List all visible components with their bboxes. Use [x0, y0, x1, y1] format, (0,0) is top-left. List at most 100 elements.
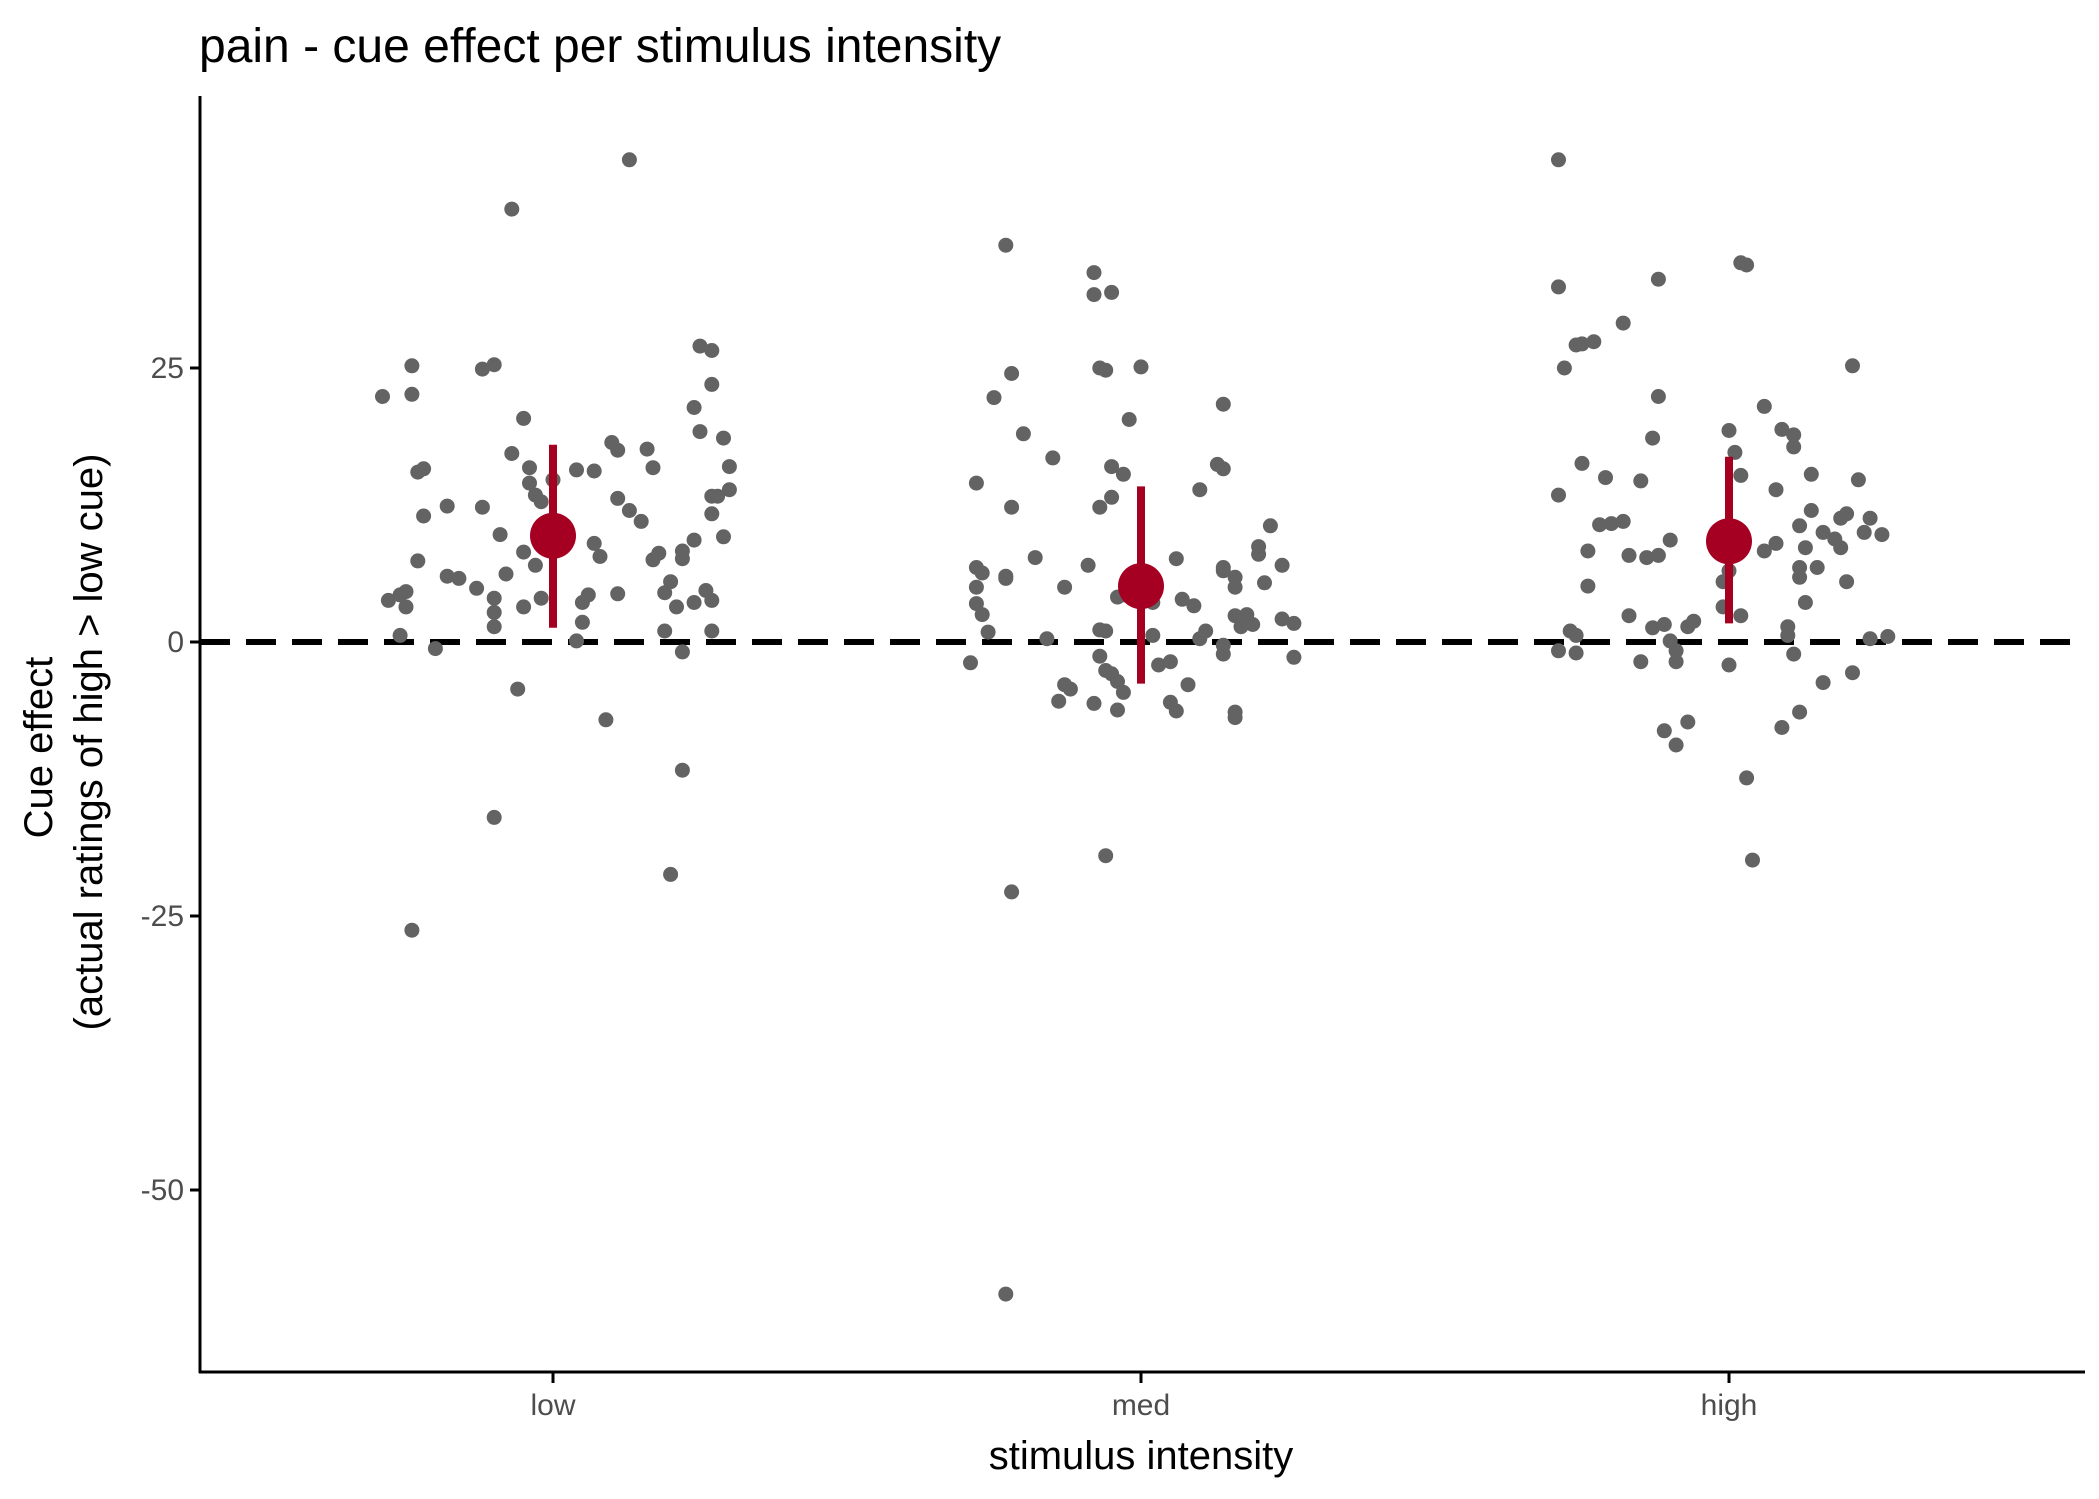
- data-point-low: [527, 557, 543, 573]
- data-point-med: [974, 565, 990, 581]
- data-point-high: [1739, 770, 1755, 786]
- data-point-low: [686, 400, 702, 415]
- data-point-low: [674, 551, 690, 567]
- data-point-high: [1850, 472, 1866, 488]
- x-tick-label-high: high: [1701, 1389, 1758, 1422]
- data-point-high: [1797, 540, 1813, 556]
- data-point-low: [639, 441, 655, 457]
- data-point-low: [598, 712, 614, 728]
- data-point-med: [1086, 287, 1102, 303]
- data-point-med: [1162, 654, 1178, 670]
- data-point-high: [1745, 852, 1760, 868]
- data-point-med: [963, 655, 978, 671]
- data-point-high: [1645, 430, 1661, 446]
- data-point-high: [1780, 619, 1796, 635]
- data-point-low: [469, 580, 485, 596]
- data-point-high: [1774, 720, 1790, 735]
- data-point-low: [686, 595, 702, 610]
- data-point-high: [1568, 645, 1584, 661]
- data-point-high: [1862, 631, 1878, 647]
- data-point-high: [1645, 620, 1661, 636]
- data-point-low: [474, 361, 490, 377]
- data-point-med: [1115, 466, 1131, 482]
- data-point-low: [380, 592, 396, 608]
- data-point-low: [580, 587, 596, 603]
- data-point-high: [1662, 532, 1678, 548]
- data-point-high: [1880, 629, 1896, 644]
- data-point-high: [1839, 574, 1855, 590]
- y-axis-title-line-2: (actual ratings of high > low cue): [67, 454, 111, 1031]
- data-point-high: [1721, 423, 1737, 438]
- data-point-high: [1874, 527, 1890, 543]
- data-point-high: [1815, 675, 1831, 691]
- data-point-med: [1121, 412, 1137, 427]
- data-point-med: [1104, 459, 1120, 475]
- x-tick-label-low: low: [530, 1389, 575, 1422]
- data-point-med: [1174, 591, 1190, 607]
- data-point-med: [1227, 710, 1243, 726]
- data-point-high: [1792, 560, 1808, 575]
- data-point-low: [410, 464, 426, 480]
- data-point-high: [1809, 560, 1825, 575]
- data-point-high: [1551, 279, 1566, 295]
- data-point-high: [1621, 608, 1637, 624]
- data-point-low: [704, 343, 720, 358]
- data-point-low: [439, 498, 455, 514]
- data-point-low: [686, 532, 702, 548]
- data-point-med: [1115, 684, 1131, 700]
- data-point-low: [486, 604, 502, 620]
- data-point-low: [704, 623, 720, 639]
- data-point-high: [1650, 389, 1666, 404]
- data-point-low: [716, 430, 731, 446]
- data-point-low: [486, 809, 502, 825]
- data-point-low: [692, 338, 708, 354]
- data-point-high: [1786, 439, 1802, 455]
- data-point-low: [569, 462, 584, 478]
- x-axis-ticks: low med high: [530, 1373, 1757, 1422]
- data-point-high: [1598, 470, 1613, 486]
- data-point-med: [1098, 362, 1114, 378]
- data-point-low: [586, 535, 602, 551]
- data-point-med: [1198, 623, 1214, 639]
- data-point-high: [1615, 513, 1631, 529]
- data-point-med: [1274, 557, 1290, 573]
- data-point-high: [1586, 334, 1602, 350]
- data-point-med: [1057, 677, 1073, 693]
- data-point-high: [1650, 547, 1666, 563]
- data-point-low: [398, 584, 414, 600]
- data-point-med: [1274, 611, 1290, 627]
- data-point-low: [592, 549, 608, 564]
- data-point-high: [1856, 524, 1872, 540]
- data-point-high: [1792, 518, 1808, 534]
- data-point-med: [1186, 598, 1202, 614]
- data-point-med: [1004, 884, 1020, 900]
- data-point-low: [474, 499, 490, 515]
- data-point-med: [1045, 450, 1061, 466]
- data-point-high: [1603, 516, 1619, 532]
- data-point-high: [1845, 665, 1860, 681]
- data-point-med: [1192, 482, 1208, 498]
- mean-point-high: [1706, 518, 1752, 565]
- data-point-high: [1615, 315, 1631, 331]
- data-point-low: [516, 599, 532, 615]
- data-point-med: [1168, 551, 1184, 567]
- data-point-high: [1680, 714, 1696, 730]
- data-point-high: [1580, 543, 1596, 559]
- data-point-low: [404, 922, 420, 938]
- data-point-low: [416, 508, 432, 524]
- data-point-low: [710, 488, 726, 504]
- data-point-high: [1551, 487, 1566, 503]
- data-point-med: [1215, 396, 1231, 412]
- data-point-med: [1286, 615, 1302, 631]
- data-point-high: [1797, 595, 1813, 610]
- chart-title: pain - cue effect per stimulus intensity: [199, 20, 1001, 73]
- data-point-low: [504, 201, 520, 217]
- y-tick-label: -50: [141, 1174, 184, 1207]
- data-point-low: [533, 590, 549, 606]
- data-point-med: [1245, 617, 1261, 632]
- data-point-high: [1839, 506, 1855, 522]
- data-point-high: [1568, 627, 1584, 643]
- data-point-high: [1786, 427, 1802, 443]
- data-point-med: [1015, 426, 1031, 442]
- data-point-med: [1092, 648, 1108, 664]
